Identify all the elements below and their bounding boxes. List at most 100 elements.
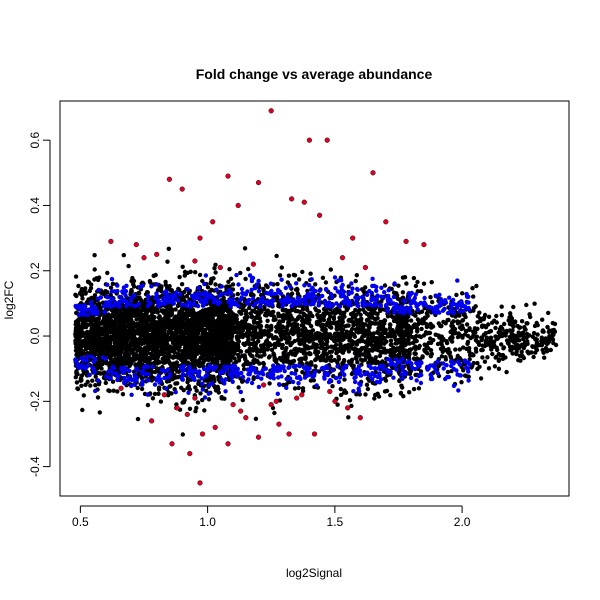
background-point bbox=[228, 276, 234, 281]
background-point bbox=[130, 275, 135, 281]
background-point bbox=[346, 284, 351, 289]
background-point bbox=[418, 289, 424, 294]
background-point bbox=[549, 336, 555, 341]
background-point bbox=[126, 263, 131, 269]
background-point bbox=[234, 334, 240, 339]
background-point bbox=[428, 336, 433, 341]
background-point bbox=[356, 309, 361, 315]
background-point bbox=[158, 399, 164, 404]
background-point bbox=[364, 347, 370, 353]
background-point bbox=[343, 331, 348, 337]
background-point bbox=[197, 272, 203, 278]
background-point bbox=[335, 325, 341, 330]
background-point bbox=[179, 355, 184, 360]
background-point bbox=[271, 317, 276, 323]
background-point bbox=[413, 347, 418, 352]
background-point bbox=[193, 270, 198, 275]
background-point bbox=[445, 318, 450, 323]
background-point bbox=[265, 318, 270, 323]
background-point bbox=[288, 313, 293, 318]
background-point bbox=[461, 312, 467, 317]
background-point bbox=[381, 346, 387, 351]
background-point bbox=[208, 281, 213, 286]
background-point bbox=[486, 329, 492, 335]
background-point bbox=[121, 253, 127, 258]
background-point bbox=[351, 323, 356, 328]
background-point bbox=[195, 351, 200, 356]
background-point bbox=[235, 322, 241, 327]
background-point bbox=[429, 280, 434, 285]
background-point bbox=[90, 378, 95, 383]
background-point bbox=[467, 327, 472, 332]
background-point bbox=[126, 329, 131, 334]
background-point bbox=[534, 340, 540, 345]
background-point bbox=[535, 332, 540, 337]
background-point bbox=[400, 290, 406, 295]
background-point bbox=[210, 347, 216, 352]
background-point bbox=[479, 335, 484, 340]
background-point bbox=[429, 351, 434, 357]
background-point bbox=[402, 337, 407, 342]
background-point bbox=[89, 335, 95, 341]
background-point bbox=[240, 379, 245, 384]
background-point bbox=[240, 397, 245, 403]
background-point bbox=[499, 304, 504, 309]
background-point bbox=[272, 357, 277, 363]
background-point bbox=[173, 381, 178, 386]
background-point bbox=[495, 336, 500, 341]
background-point bbox=[482, 312, 488, 318]
background-point bbox=[88, 285, 94, 291]
background-point bbox=[292, 347, 297, 352]
background-point bbox=[338, 386, 343, 392]
background-point bbox=[73, 375, 79, 380]
background-point bbox=[166, 246, 171, 251]
background-point bbox=[320, 275, 326, 280]
background-point bbox=[533, 350, 538, 355]
background-point bbox=[264, 324, 269, 329]
background-point bbox=[77, 352, 82, 357]
background-point bbox=[318, 314, 323, 319]
background-point bbox=[359, 346, 365, 351]
background-point bbox=[419, 309, 425, 314]
background-point bbox=[161, 324, 166, 330]
background-point bbox=[83, 290, 88, 295]
background-point bbox=[145, 402, 151, 408]
background-point bbox=[440, 345, 446, 350]
background-point bbox=[441, 319, 446, 325]
background-point bbox=[142, 325, 147, 330]
background-point bbox=[321, 350, 326, 355]
background-point bbox=[191, 364, 197, 370]
background-point bbox=[380, 359, 385, 364]
background-point bbox=[244, 359, 249, 365]
background-point bbox=[125, 360, 130, 365]
background-point bbox=[286, 352, 291, 357]
background-point bbox=[246, 266, 251, 272]
background-point bbox=[430, 299, 435, 305]
background-point bbox=[300, 269, 305, 275]
background-point bbox=[320, 322, 325, 327]
background-point bbox=[301, 327, 306, 332]
background-point bbox=[300, 388, 306, 394]
background-point bbox=[112, 334, 118, 339]
background-point bbox=[511, 304, 516, 310]
background-point bbox=[228, 340, 233, 345]
background-point bbox=[549, 329, 554, 334]
background-point bbox=[103, 289, 108, 294]
background-point bbox=[198, 355, 203, 360]
background-point bbox=[313, 282, 318, 287]
background-point bbox=[145, 346, 150, 352]
background-point bbox=[305, 307, 310, 312]
background-point bbox=[477, 310, 482, 315]
background-point bbox=[118, 315, 124, 320]
background-point bbox=[360, 338, 366, 344]
background-point bbox=[151, 375, 156, 381]
background-point bbox=[347, 398, 353, 403]
background-point bbox=[395, 324, 401, 329]
background-point bbox=[153, 350, 158, 355]
background-point bbox=[468, 335, 473, 341]
background-point bbox=[373, 392, 378, 398]
background-point bbox=[90, 317, 95, 322]
background-point bbox=[104, 327, 109, 332]
background-point bbox=[88, 383, 93, 388]
background-point bbox=[172, 317, 177, 322]
